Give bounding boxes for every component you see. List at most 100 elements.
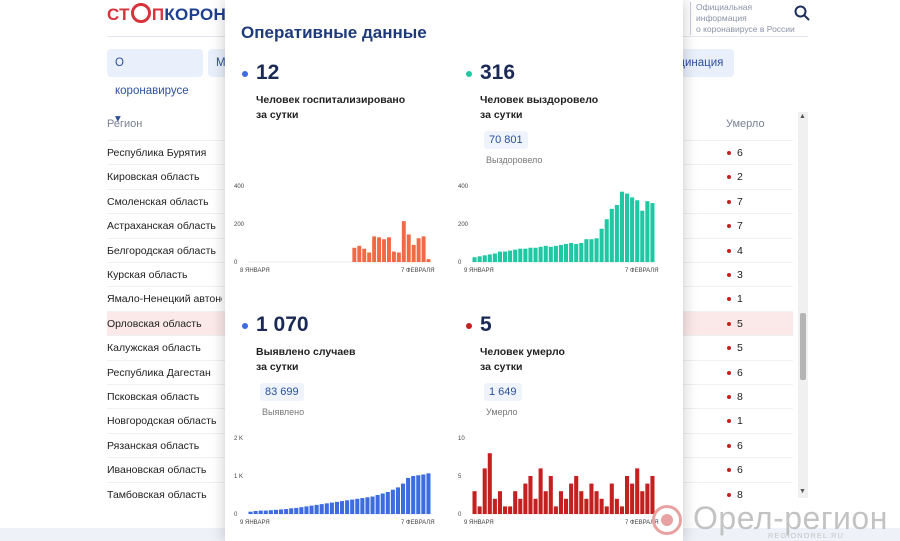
watermark-text: Орел-регион <box>693 500 888 536</box>
chart-bar <box>508 506 513 514</box>
chart-bar <box>645 483 650 514</box>
chart-bar <box>574 476 579 514</box>
modal-title: Оперативные данные <box>241 23 427 42</box>
chart-bar <box>367 252 372 262</box>
region-deaths: 8 <box>737 391 743 403</box>
chart-bar <box>380 493 385 514</box>
chart-bar <box>558 244 563 262</box>
death-dot-icon <box>727 419 731 424</box>
chart-bar <box>492 498 497 514</box>
x-end-label: 7 ФЕВРАЛЯ <box>401 520 435 526</box>
chart-bar <box>604 219 609 262</box>
chart-bar <box>391 251 396 262</box>
death-dot-icon <box>727 297 731 302</box>
nav-about-coronavirus[interactable]: О коронавирусе ▾ <box>107 49 203 125</box>
watermark-subtext: REGIONOREL.RU <box>768 531 844 540</box>
scroll-up-icon[interactable]: ▲ <box>799 113 806 120</box>
hospitalized-chart: 0 200 400 8 ЯНВАРЯ 7 ФЕВРАЛЯ <box>234 184 435 274</box>
y-tick-label: 0 <box>234 260 238 266</box>
region-deaths: 1 <box>737 415 743 428</box>
chart-bar <box>416 475 421 514</box>
death-dot-icon <box>727 395 731 399</box>
chart-bar <box>360 498 365 514</box>
chart-bar <box>370 496 375 514</box>
chart-bar <box>604 506 609 514</box>
region-name: Республика Дагестан <box>107 366 211 379</box>
chart-bar <box>365 497 370 514</box>
chart-bar <box>533 247 538 262</box>
chart-bar <box>569 243 574 262</box>
chart-bar <box>377 237 382 262</box>
chart-bar <box>650 203 655 262</box>
death-dot-icon <box>727 492 731 497</box>
chart-bar <box>263 510 268 514</box>
death-dot-icon <box>727 175 731 180</box>
y-tick-label: 5 <box>458 474 462 480</box>
scroll-down-icon[interactable]: ▼ <box>799 488 806 495</box>
chart-bar <box>538 468 543 514</box>
chart-bar <box>533 498 538 514</box>
y-tick-label: 200 <box>458 222 469 228</box>
chart-bar <box>630 197 635 262</box>
region-deaths: 4 <box>737 244 743 257</box>
chart-bar <box>248 511 253 514</box>
chart-bar <box>401 221 406 262</box>
y-tick-label: 400 <box>234 184 245 190</box>
deaths-value: 5 <box>480 313 492 336</box>
chart-bar <box>518 498 523 514</box>
scrollbar-thumb[interactable] <box>800 313 806 380</box>
chart-bar <box>258 510 263 514</box>
search-icon[interactable] <box>793 4 811 22</box>
chart-bar <box>553 506 558 514</box>
chart-bar <box>513 249 518 262</box>
chart-bar <box>599 228 604 262</box>
region-deaths: 6 <box>737 366 743 379</box>
table-scrollbar[interactable] <box>798 112 808 498</box>
chart-bar <box>390 489 395 514</box>
chart-bar <box>382 239 386 262</box>
cases-total-label: Выявлено <box>262 407 305 417</box>
death-dot-icon <box>727 248 731 253</box>
y-tick-label: 0 <box>458 512 462 518</box>
region-name: Республика Бурятия <box>107 147 207 159</box>
region-deaths: 6 <box>737 147 743 159</box>
chart-bar <box>396 252 401 262</box>
chart-bar <box>406 477 411 514</box>
chart-bar <box>304 506 309 514</box>
chart-bar <box>569 483 574 514</box>
chart-bar <box>273 509 278 514</box>
deaths-marker-icon <box>466 323 472 329</box>
chart-bar <box>594 491 599 514</box>
column-header-deaths[interactable]: Умерло <box>726 118 765 130</box>
y-tick-label: 0 <box>458 260 462 266</box>
chart-bar <box>329 502 334 514</box>
chart-bar <box>401 483 406 514</box>
region-deaths: 5 <box>737 342 743 355</box>
chart-bar <box>314 504 319 514</box>
y-tick-label: 10 <box>458 436 465 442</box>
column-header-region[interactable]: Регион <box>107 118 143 130</box>
chart-bar <box>253 510 258 514</box>
chart-bar <box>375 495 380 514</box>
chart-bar <box>426 473 431 514</box>
chart-bar <box>324 503 329 514</box>
chart-bar <box>357 245 362 262</box>
chart-bar <box>553 245 558 262</box>
chart-bar <box>497 491 502 514</box>
cases-value: 1 070 <box>256 313 309 336</box>
chart-bar <box>564 498 569 514</box>
chart-bar <box>416 238 421 262</box>
chart-bar <box>487 453 492 514</box>
chart-bar <box>640 210 645 262</box>
chart-bar <box>421 474 426 514</box>
chart-bar <box>523 483 528 514</box>
y-tick-label: 400 <box>458 184 469 190</box>
chart-bar <box>513 491 518 514</box>
chart-bar <box>594 238 599 262</box>
official-info-caption: Официальная информация о коронавирусе в … <box>690 2 796 35</box>
chart-bar <box>340 501 345 514</box>
chart-bar <box>579 491 584 514</box>
chart-bar <box>548 246 553 262</box>
recovered-total-label: Выздоровело <box>486 155 543 165</box>
chart-bar <box>538 246 543 262</box>
